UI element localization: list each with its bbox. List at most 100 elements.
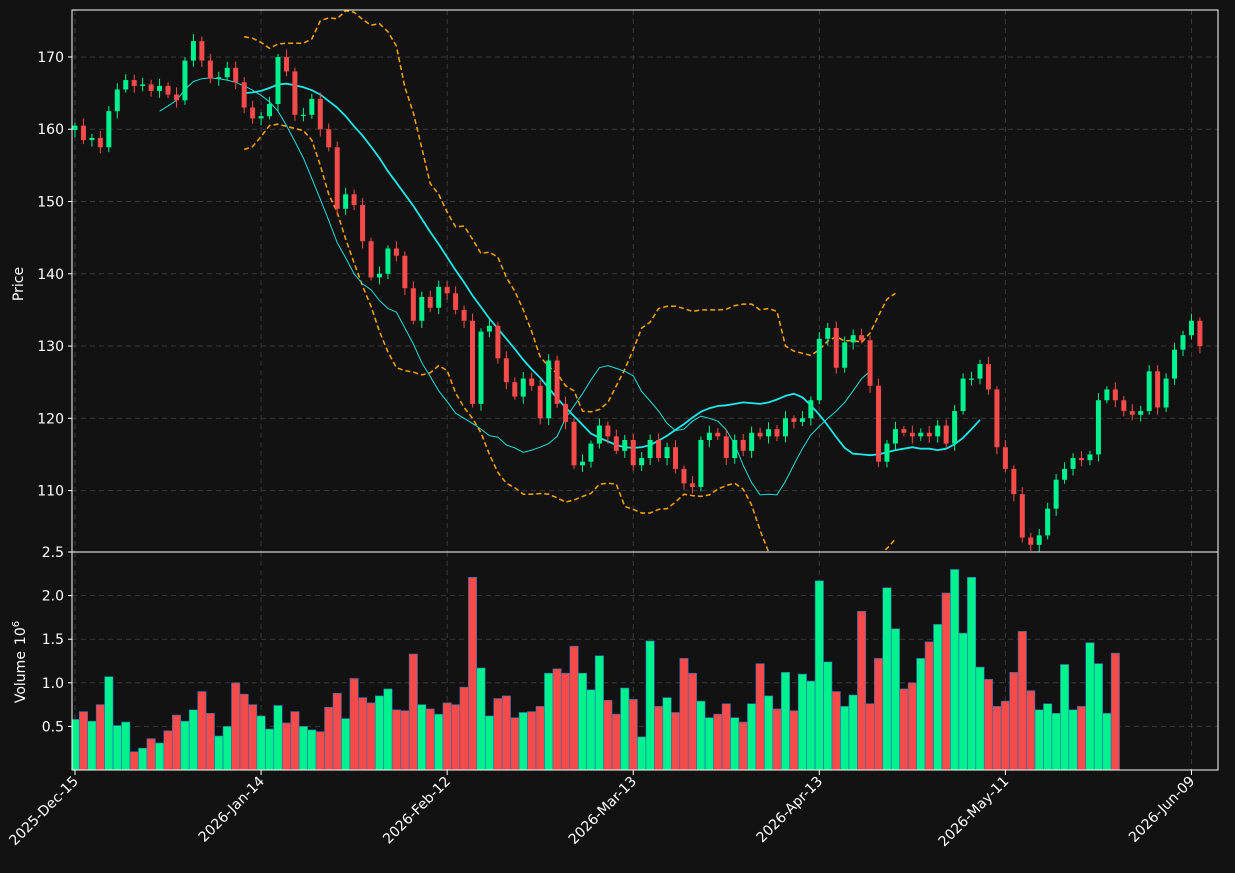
candle-up <box>1087 454 1093 461</box>
volume-bar <box>975 666 985 770</box>
volume-bar <box>518 712 528 770</box>
bollinger-band-line <box>243 123 896 552</box>
volume-bar <box>383 688 393 770</box>
moving-average-slow-line <box>159 77 871 496</box>
candle-down <box>250 107 256 119</box>
candle-up <box>436 286 442 308</box>
candle-up <box>182 60 188 101</box>
candle-up <box>622 439 628 451</box>
volume-bar <box>983 679 993 770</box>
volume-bar <box>163 730 173 770</box>
candle-down <box>199 41 205 61</box>
volume-bar <box>764 695 774 770</box>
candle-up <box>1095 400 1101 455</box>
candle-down <box>512 382 518 397</box>
volume-bar <box>831 691 841 770</box>
candle-down <box>571 421 577 466</box>
volume-bar <box>882 587 892 770</box>
volume-bar <box>510 717 520 770</box>
volume-bar <box>391 709 401 770</box>
volume-bar <box>366 702 376 770</box>
volume-bar <box>950 569 960 770</box>
candle-down <box>867 340 873 386</box>
candle-down <box>859 335 865 341</box>
candle-up <box>486 325 492 332</box>
volume-bar <box>1051 713 1061 770</box>
candle-up <box>343 194 349 209</box>
volume-bar <box>468 576 478 770</box>
candle-down <box>326 129 332 148</box>
candle-down <box>368 241 374 278</box>
candle-up <box>106 111 112 148</box>
candle-down <box>80 125 86 141</box>
candle-up <box>1070 458 1076 469</box>
candle-up <box>1163 378 1169 408</box>
volume-bar <box>493 698 503 770</box>
candle-down <box>833 327 839 368</box>
candle-down <box>131 80 137 86</box>
volume-bar <box>958 632 968 770</box>
candle-up <box>850 335 856 343</box>
volume-bar <box>924 641 934 770</box>
volume-bar <box>814 580 824 770</box>
volume-bar <box>840 706 850 770</box>
candle-up <box>884 443 890 462</box>
volume-bar <box>544 672 554 770</box>
volume-bar <box>713 713 723 770</box>
candle-up <box>419 296 425 321</box>
candle-down <box>876 385 882 462</box>
candle-down <box>470 320 476 404</box>
candle-up <box>952 411 958 444</box>
candle-up <box>706 432 712 440</box>
volume-bar <box>281 722 291 770</box>
volume-bar <box>374 695 384 770</box>
volume-bar <box>459 686 469 770</box>
volume-bar <box>290 711 300 770</box>
candle-up <box>140 84 146 86</box>
candle-up <box>275 56 281 104</box>
volume-bar <box>577 672 587 770</box>
candle-down <box>1019 494 1025 538</box>
volume-bar <box>214 735 224 770</box>
volume-bar <box>730 717 740 770</box>
volume-bar <box>400 710 410 770</box>
candle-up <box>1104 389 1110 401</box>
volume-bar <box>628 699 638 770</box>
volume-bar <box>112 725 122 770</box>
candle-down <box>537 385 543 419</box>
candle-up <box>123 80 129 90</box>
candle-up <box>1045 508 1051 536</box>
candle-down <box>630 439 636 466</box>
volume-bar <box>501 695 511 770</box>
volume-bar <box>332 692 342 770</box>
candle-down <box>317 98 323 130</box>
volume-bar <box>865 703 875 770</box>
volume-bar <box>197 691 207 770</box>
price-tick-label: 170 <box>37 50 64 66</box>
volume-bar <box>484 715 494 770</box>
candle-down <box>495 325 501 359</box>
volume-bar <box>594 655 604 770</box>
volume-tick-label: 2.5 <box>42 545 64 561</box>
volume-bar <box>341 718 351 770</box>
volume-label-power: 6 <box>11 621 22 627</box>
candle-down <box>613 436 619 451</box>
volume-bar <box>1026 690 1036 770</box>
volume-bar <box>476 667 486 770</box>
volume-bar <box>916 658 926 770</box>
candle-up <box>935 425 941 437</box>
candle-up <box>478 331 484 404</box>
candle-down <box>148 84 154 91</box>
candle-down <box>444 286 450 294</box>
candle-up <box>1062 468 1068 480</box>
candle-down <box>393 248 399 256</box>
candle-down <box>715 432 721 437</box>
volume-bar <box>171 714 181 770</box>
bollinger-band-line <box>244 10 896 413</box>
candle-up <box>808 400 814 419</box>
volume-bar <box>231 682 241 770</box>
candle-down <box>681 468 687 484</box>
volume-bar <box>527 711 537 770</box>
volume-bar <box>408 653 418 770</box>
volume-bar <box>78 711 88 770</box>
